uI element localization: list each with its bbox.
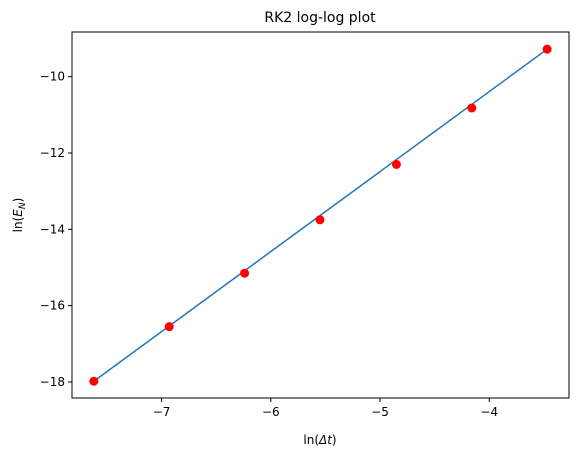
y-tick-label: −18 [40,375,65,389]
x-tick-label: −4 [480,405,498,419]
data-point [240,268,250,278]
axes-frame [71,31,570,399]
y-axis: −18 −16 −14 −12 −10 [40,70,72,389]
y-tick-label: −12 [40,146,65,160]
chart-title: RK2 log-log plot [264,10,376,26]
y-tick-label: −10 [40,70,65,84]
data-point [315,215,325,225]
data-point [467,103,477,113]
x-axis: −7 −6 −5 −4 [153,398,498,419]
y-tick-label: −14 [40,222,65,236]
data-point [164,322,174,332]
data-point [542,44,552,54]
x-tick-label: −5 [371,405,389,419]
data-point [89,376,99,386]
x-tick-label: −7 [153,405,171,419]
plot-area [89,44,552,386]
fit-line [93,48,548,382]
data-point [391,159,401,169]
y-tick-label: −16 [40,299,65,313]
y-axis-label: ln(EN) [11,198,28,233]
x-axis-label: ln(Δt) [303,433,336,447]
x-tick-label: −6 [262,405,280,419]
